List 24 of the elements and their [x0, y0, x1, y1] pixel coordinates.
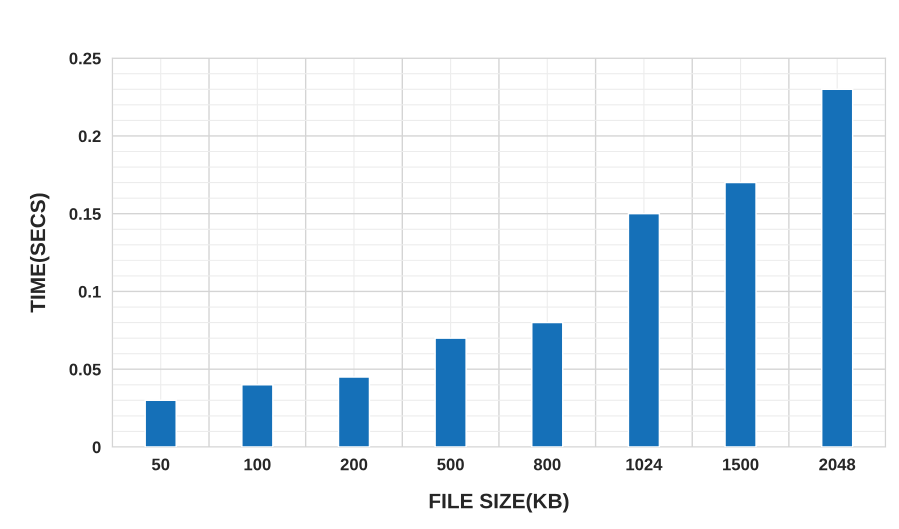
- y-tick-label: 0: [92, 441, 101, 454]
- x-tick-label: 200: [340, 458, 368, 470]
- bar: [144, 400, 177, 448]
- y-tick-label: 0.1: [78, 286, 101, 298]
- y-tick-label: 0.25: [69, 52, 101, 64]
- x-tick-label: 500: [437, 458, 464, 470]
- x-tick-label: 800: [534, 458, 560, 470]
- bar: [338, 376, 370, 448]
- x-tick-label: 100: [244, 458, 271, 470]
- x-tick-label: 50: [152, 458, 170, 470]
- x-tick-label: 1024: [626, 458, 662, 470]
- y-axis-title: TIME(SECS): [30, 193, 50, 313]
- y-tick-label: 0.05: [69, 364, 101, 376]
- x-axis-title: FILE SIZE(KB): [430, 493, 569, 513]
- x-tick-label: 1500: [723, 458, 758, 470]
- bar: [628, 213, 660, 448]
- x-tick-label: 2048: [819, 458, 856, 470]
- bar: [531, 322, 564, 448]
- y-tick-label: 0.2: [78, 130, 101, 142]
- bar: [434, 337, 467, 448]
- bar: [724, 182, 757, 448]
- bar: [241, 384, 274, 448]
- bar: [821, 88, 854, 448]
- y-tick-label: 0.15: [69, 208, 101, 220]
